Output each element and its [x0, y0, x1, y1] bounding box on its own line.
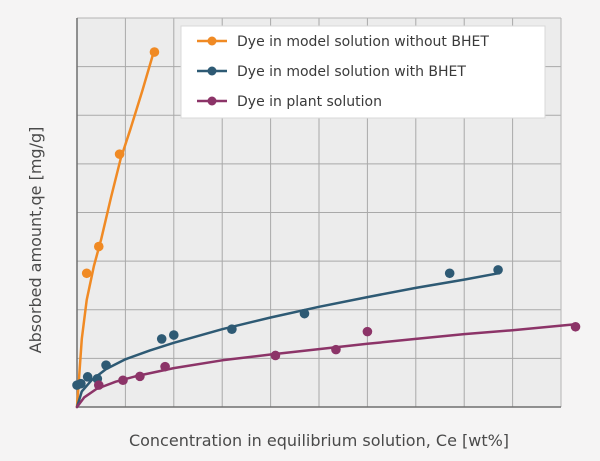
series-1-point	[101, 360, 111, 370]
x-axis-label: Concentration in equilibrium solution, C…	[129, 431, 509, 450]
series-2-point	[270, 350, 281, 361]
data-points	[72, 47, 581, 390]
legend-swatch-marker	[207, 96, 217, 106]
series-1-point	[299, 308, 310, 319]
series-0-point	[149, 47, 160, 57]
series-2-point	[362, 326, 373, 337]
series-2-point	[118, 375, 128, 386]
series-2-point	[570, 321, 581, 332]
legend-label: Dye in plant solution	[237, 94, 382, 110]
series-0-point	[93, 241, 104, 252]
series-1-point	[227, 324, 237, 335]
legend: Dye in model solution without BHET Dye in…	[180, 25, 546, 119]
axes	[76, 18, 561, 408]
series-0-point	[81, 268, 92, 279]
series-2-point	[160, 361, 170, 372]
series-2-point	[331, 344, 341, 355]
legend-box	[180, 25, 546, 119]
series-1-point	[82, 372, 93, 382]
series-1-point	[76, 378, 86, 389]
series-1-point	[169, 330, 179, 340]
series-0-point	[114, 149, 125, 159]
series-1-point	[444, 268, 455, 279]
series-2-point	[93, 380, 104, 390]
series-2-point	[135, 371, 145, 382]
legend-swatch-marker	[207, 36, 217, 46]
series-1-point	[493, 265, 503, 275]
series-1-point	[156, 334, 167, 344]
y-axis-label: Absorbed amount,qe [mg/g]	[26, 127, 45, 354]
legend-label: Dye in model solution with BHET	[237, 64, 466, 80]
series-0-fit-line	[75, 48, 156, 409]
legend-swatch-marker	[207, 66, 217, 76]
legend-entries: Dye in model solution without BHET Dye in…	[197, 34, 489, 110]
legend-label: Dye in model solution without BHET	[237, 34, 489, 50]
